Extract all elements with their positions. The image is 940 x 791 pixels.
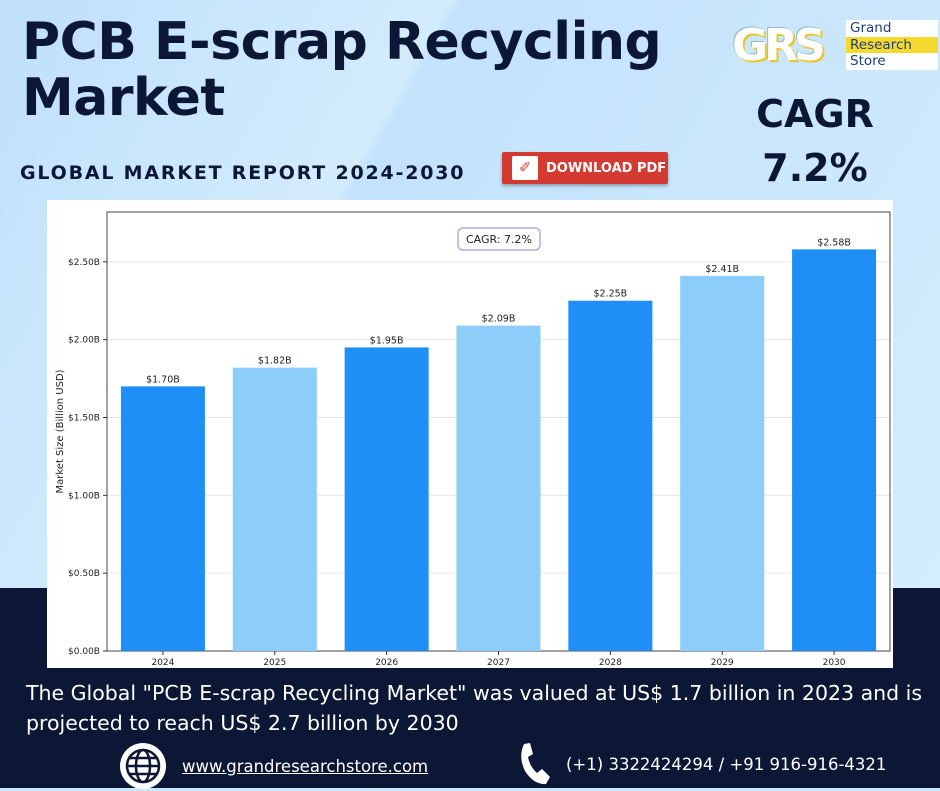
page-title: PCB E-scrap Recycling Market (22, 12, 662, 128)
bar-2025 (232, 367, 317, 651)
data-label: $2.09B (482, 314, 516, 325)
x-tick-label: 2030 (823, 658, 846, 668)
x-tick-label: 2027 (487, 658, 510, 668)
bar-2028 (568, 300, 653, 651)
y-tick-label: $1.00B (68, 491, 100, 501)
globe-icon (120, 743, 166, 789)
data-label: $2.58B (817, 237, 851, 248)
data-label: $1.95B (370, 335, 404, 346)
bar-2030 (792, 249, 877, 651)
market-description: The Global "PCB E-scrap Recycling Market… (26, 681, 923, 735)
cagr-annotation-box (457, 227, 541, 251)
y-axis-label: Market Size (Billion USD) (55, 369, 66, 493)
y-tick-label: $2.50B (68, 258, 100, 268)
logo-text: Grand Research Store (846, 20, 938, 70)
bar-chart: $0.00B $0.50B $1.00B $1.50B $2.00B $2.50B $1.7… (55, 211, 891, 668)
logo-mark: GRS (732, 20, 826, 71)
cagr-label: CAGR (756, 92, 874, 136)
download-pdf-button[interactable]: ✐ DOWNLOAD PDF (502, 152, 668, 184)
cagr-value: 7.2% (762, 146, 868, 190)
website-contact: www.grandresearchstore.com (118, 741, 428, 791)
bar-2024 (120, 386, 205, 651)
data-label: $1.70B (146, 374, 180, 385)
pdf-icon: ✐ (512, 156, 538, 180)
y-tick-label: $2.00B (68, 336, 100, 346)
bar-2026 (344, 347, 429, 651)
data-label: $2.41B (705, 264, 739, 275)
x-tick-label: 2026 (375, 658, 398, 668)
x-tick-label: 2028 (599, 658, 622, 668)
x-tick-label: 2029 (711, 658, 734, 668)
data-label: $2.25B (593, 289, 627, 300)
data-label: $1.82B (258, 356, 292, 367)
bar-2029 (680, 275, 765, 651)
chart-card: $0.00B $0.50B $1.00B $1.50B $2.00B $2.50B $1.7… (47, 200, 893, 668)
y-tick-label: $1.50B (68, 413, 100, 423)
logo: GRS Grand Research Store (732, 20, 938, 72)
cagr-annotation: CAGR: 7.2% (466, 233, 532, 246)
bar-2027 (456, 325, 541, 651)
x-tick-label: 2024 (151, 658, 174, 668)
website-link[interactable]: www.grandresearchstore.com (182, 756, 429, 776)
phone-contact: (+1) 3322424294 / +91 916-916-4321 (516, 741, 886, 787)
y-tick-label: $0.00B (68, 647, 100, 657)
report-subtitle: GLOBAL MARKET REPORT 2024-2030 (20, 162, 466, 184)
y-tick-label: $0.50B (68, 569, 100, 579)
x-tick-label: 2025 (263, 658, 286, 668)
phone-icon (521, 743, 550, 785)
